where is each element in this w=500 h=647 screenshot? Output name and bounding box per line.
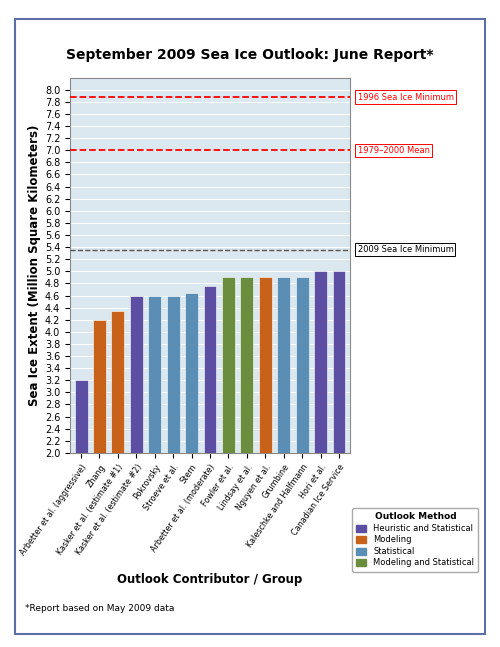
Legend: Heuristic and Statistical, Modeling, Statistical, Modeling and Statistical: Heuristic and Statistical, Modeling, Sta…	[352, 509, 478, 572]
Bar	[240, 278, 254, 574]
Bar	[185, 292, 198, 574]
Bar	[277, 278, 290, 574]
Text: September 2009 Sea Ice Outlook: June Report*: September 2009 Sea Ice Outlook: June Rep…	[66, 48, 434, 62]
Bar	[314, 271, 327, 574]
Bar	[296, 278, 308, 574]
Bar	[112, 311, 124, 574]
Bar	[166, 296, 179, 574]
Text: Outlook Contributor / Group: Outlook Contributor / Group	[118, 573, 302, 586]
Bar	[259, 278, 272, 574]
Bar	[93, 320, 106, 574]
Text: *Report based on May 2009 data: *Report based on May 2009 data	[25, 604, 174, 613]
Y-axis label: Sea Ice Extent (Million Square Kilometers): Sea Ice Extent (Million Square Kilometer…	[28, 125, 40, 406]
Bar	[130, 296, 143, 574]
Text: 1996 Sea Ice Minimum: 1996 Sea Ice Minimum	[358, 93, 454, 102]
Text: 1979–2000 Mean: 1979–2000 Mean	[358, 146, 430, 155]
Bar	[332, 271, 345, 574]
Text: 2009 Sea Ice Minimum: 2009 Sea Ice Minimum	[358, 245, 454, 254]
Bar	[204, 287, 216, 574]
Bar	[222, 278, 235, 574]
Bar	[74, 380, 88, 574]
Bar	[148, 296, 161, 574]
